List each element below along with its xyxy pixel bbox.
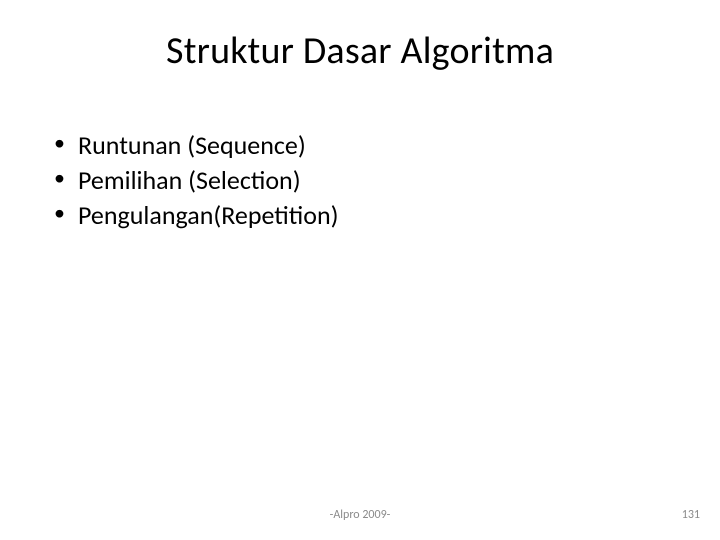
list-item: Pengulangan(Repetition) xyxy=(54,198,339,233)
slide-title: Struktur Dasar Algoritma xyxy=(0,28,720,74)
list-item: Runtunan (Sequence) xyxy=(54,128,339,163)
footer-center-text: -Alpro 2009- xyxy=(0,508,720,522)
page-number: 131 xyxy=(682,508,700,522)
bullet-list: Runtunan (Sequence) Pemilihan (Selection… xyxy=(54,128,339,233)
list-item: Pemilihan (Selection) xyxy=(54,163,339,198)
slide: Struktur Dasar Algoritma Runtunan (Seque… xyxy=(0,0,720,540)
